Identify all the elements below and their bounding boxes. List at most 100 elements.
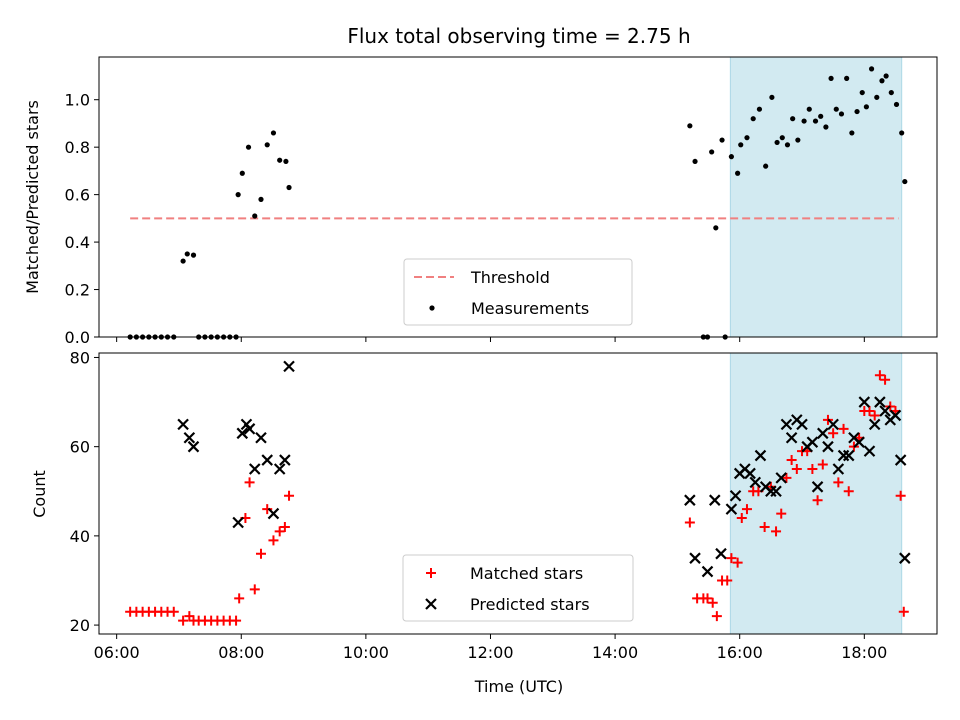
top-plot: 0.0 0.2 0.4 0.6 0.8 1.0 Threshold Measurements: [65, 56, 938, 347]
measurement-point: [750, 116, 756, 122]
predicted-star-point: [785, 431, 798, 444]
matched-star-point: [722, 575, 733, 586]
predicted-star-point: [806, 436, 819, 448]
matched-star-point: [249, 584, 260, 595]
predicted-star-point: [261, 454, 274, 466]
measurement-point: [769, 94, 775, 100]
x-tick-label: 18:00: [841, 643, 887, 662]
matched-star-point: [833, 477, 844, 488]
measurement-point: [774, 139, 780, 146]
measurement-point: [868, 66, 875, 72]
matched-star-point: [864, 405, 875, 416]
top-legend-box: [403, 258, 633, 326]
measurement-point: [844, 75, 850, 81]
matched-star-point: [817, 459, 828, 470]
matched-star-point: [807, 463, 818, 474]
measurement-point: [286, 184, 292, 191]
predicted-star-point: [709, 494, 721, 506]
x-axis-label: Time (UTC): [474, 677, 563, 696]
predicted-star-point: [863, 445, 876, 457]
measurement-point: [790, 116, 796, 122]
matched-star-point: [880, 374, 891, 385]
measurement-point: [180, 258, 186, 264]
predicted-star-point: [775, 472, 788, 484]
top-y-tick-label: 0.8: [65, 138, 90, 157]
top-legend: Threshold Measurements: [403, 258, 633, 326]
legend-label: Threshold: [470, 268, 550, 287]
measurement-point: [883, 73, 889, 79]
top-y-tick-label: 1.0: [65, 91, 90, 110]
measurement-point: [795, 137, 801, 143]
measurement-point: [863, 104, 869, 110]
matched-star-point: [781, 472, 792, 483]
predicted-star-point: [715, 547, 727, 560]
predicted-star-point: [248, 463, 261, 475]
legend-label: Matched stars: [470, 564, 583, 583]
matched-star-point: [279, 521, 290, 532]
predicted-star-point: [725, 503, 738, 515]
measurement-point: [719, 137, 725, 143]
bottom-y-tick-label: 60: [70, 438, 90, 457]
bottom-plot: 20 40 60 80 06:00 08:00 10:00 12:00 14:00 16:00 18…: [70, 348, 938, 662]
measurement-point: [828, 75, 834, 81]
matched-star-point: [741, 504, 752, 515]
predicted-star-point: [183, 431, 196, 444]
chart-title: Flux total observing time = 2.75 h: [347, 24, 690, 48]
predicted-star-point: [283, 360, 295, 373]
predicted-star-point: [273, 463, 286, 475]
predicted-star-point: [822, 440, 834, 453]
matched-star-point: [898, 606, 909, 617]
predicted-star-point: [279, 454, 291, 466]
matched-star-point: [791, 463, 802, 474]
measurement-point: [687, 123, 693, 129]
measurement-point: [692, 158, 698, 165]
matched-star-point: [244, 477, 255, 488]
bottom-series-predicted: [177, 360, 911, 578]
matched-star-point: [786, 455, 797, 466]
measurement-point: [779, 135, 785, 141]
measurement-point: [801, 118, 807, 124]
legend-label: Measurements: [471, 299, 589, 318]
predicted-star-point: [889, 409, 902, 422]
bottom-y-axis-label: Count: [30, 470, 49, 518]
matched-star-point: [759, 521, 770, 532]
matched-star-point: [843, 486, 854, 497]
matched-star-point: [284, 490, 295, 501]
predicted-star-point: [853, 436, 865, 448]
predicted-star-point: [874, 396, 886, 408]
measurement-point: [744, 135, 750, 141]
predicted-star-point: [236, 427, 249, 440]
x-tick-label: 08:00: [218, 643, 264, 662]
top-y-axis-label: Matched/Predicted stars: [23, 100, 42, 294]
x-tick-label: 10:00: [343, 643, 389, 662]
measurement-point: [874, 94, 880, 100]
predicted-star-point: [796, 418, 808, 431]
predicted-star-point: [811, 481, 824, 493]
measurement-point: [728, 154, 734, 160]
matched-star-point: [828, 428, 839, 439]
matched-star-point: [736, 513, 747, 524]
x-tick-label: 06:00: [94, 643, 140, 662]
measurement-point: [806, 106, 812, 112]
x-tick-label: 12:00: [467, 643, 513, 662]
matched-star-point: [262, 504, 273, 515]
measurement-point: [235, 192, 241, 198]
predicted-star-point: [684, 494, 696, 506]
bottom-legend-box: [402, 554, 634, 622]
top-shaded-region: [729, 56, 903, 338]
measurement-point: [849, 130, 855, 136]
matched-star-point: [776, 508, 787, 519]
measurement-point: [184, 251, 190, 257]
predicted-star-point: [177, 418, 189, 431]
predicted-star-point: [255, 431, 267, 444]
bottom-axes-frame: [98, 352, 938, 635]
predicted-star-point: [858, 396, 871, 408]
matched-star-point: [178, 615, 189, 626]
matched-star-point: [838, 423, 849, 434]
predicted-star-point: [899, 552, 911, 564]
measurement-point: [713, 225, 719, 231]
legend-label: Predicted stars: [470, 595, 590, 614]
measurement-point: [264, 142, 270, 148]
bottom-shaded-region: [729, 352, 903, 635]
